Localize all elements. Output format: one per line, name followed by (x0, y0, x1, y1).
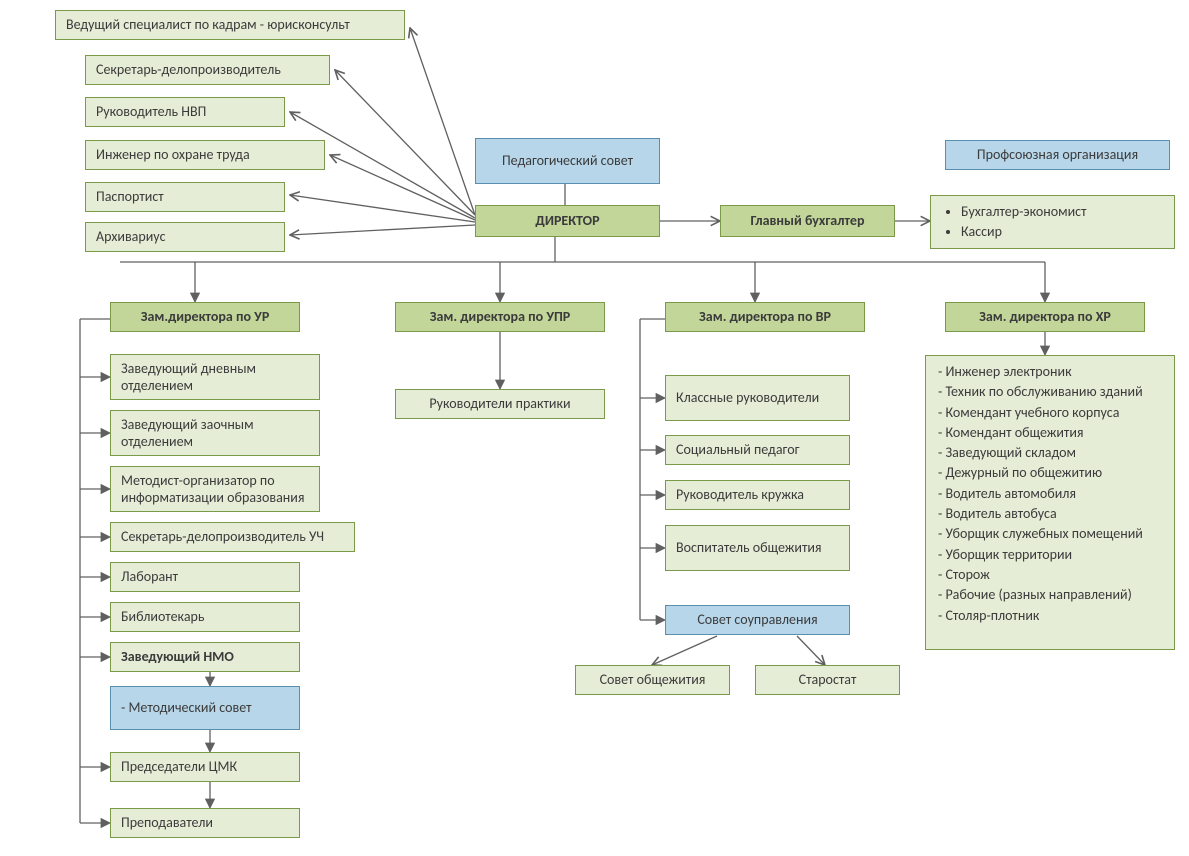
node-vr_social: Социальный педагог (665, 435, 850, 465)
list-item: - Комендант общежития (938, 423, 1162, 443)
list-item: - Уборщик территории (938, 545, 1162, 565)
list-item: - Рабочие (разных направлений) (938, 585, 1162, 605)
node-safety_eng: Инженер по охране труда (85, 140, 325, 170)
node-vr_dormcouncil: Совет общежития (575, 665, 730, 695)
list-item: - Водитель автобуса (938, 504, 1162, 524)
node-vr_circle: Руководитель кружка (665, 480, 850, 510)
org-chart-canvas: Ведущий специалист по кадрам - юрисконсу… (0, 0, 1189, 856)
node-vr_comanage: Совет соуправления (665, 605, 850, 635)
node-secretary: Секретарь-делопроизводитель (85, 55, 330, 85)
node-chief_acc: Главный бухгалтер (720, 205, 895, 237)
edge (290, 195, 475, 222)
list-item: - Техник по обслуживанию зданий (938, 382, 1162, 402)
node-ur_nmo: Заведующий НМО (110, 642, 300, 672)
list-item: - Сторож (938, 565, 1162, 585)
node-passportist: Паспортист (85, 182, 285, 212)
node-vr_starostat: Старостат (755, 665, 900, 695)
node-ped_council: Педагогический совет (475, 138, 660, 184)
list-item: - Комендант учебного корпуса (938, 403, 1162, 423)
list-item: - Заведующий складом (938, 443, 1162, 463)
edge (335, 70, 475, 215)
node-ur_day: Заведующий дневным отделением (110, 354, 320, 400)
list-item: - Уборщик служебных помещений (938, 524, 1162, 544)
node-archivist: Архивариус (85, 222, 285, 252)
edge (330, 155, 475, 220)
node-director: ДИРЕКТОР (475, 205, 660, 237)
list-item: - Водитель автомобиля (938, 484, 1162, 504)
node-vr_dorm: Воспитатель общежития (665, 525, 850, 571)
node-vr_class: Классные руководители (665, 375, 850, 421)
node-ur_lib: Библиотекарь (110, 602, 300, 632)
node-ur_zao: Заведующий заочным отделением (110, 410, 320, 456)
edge (290, 225, 475, 235)
node-hr_lead: Ведущий специалист по кадрам - юрисконсу… (55, 10, 405, 40)
node-dep_vr: Зам. директора по ВР (665, 302, 865, 332)
edge (410, 28, 475, 215)
edge (797, 636, 825, 665)
node-dep_ur: Зам.директора по УР (110, 302, 300, 332)
node-union: Профсоюзная организация (945, 140, 1170, 170)
list-item: - Столяр-плотник (938, 606, 1162, 626)
list-item: Бухгалтер-экономист (961, 202, 1162, 222)
node-ur_method: Методист-организатор по информатизации о… (110, 466, 320, 512)
node-ur_mcouncil: - Методический совет (110, 686, 300, 730)
node-acc_list: Бухгалтер-экономистКассир (930, 195, 1175, 249)
node-ur_cmk: Председатели ЦМК (110, 752, 300, 782)
node-ur_lab: Лаборант (110, 562, 300, 592)
edge (652, 636, 717, 665)
node-dep_upr: Зам. директора по УПР (395, 302, 605, 332)
node-upr_practice: Руководители практики (395, 389, 605, 419)
list-item: - Инженер электроник (938, 362, 1162, 382)
node-ur_sec: Секретарь-делопроизводитель УЧ (110, 522, 355, 552)
list-item: Кассир (961, 222, 1162, 242)
node-hr_list: - Инженер электроник- Техник по обслужив… (925, 355, 1175, 650)
node-nvp_head: Руководитель НВП (85, 97, 285, 127)
list-item: - Дежурный по общежитию (938, 463, 1162, 483)
node-dep_hr: Зам. директора по ХР (945, 302, 1145, 332)
node-ur_teachers: Преподаватели (110, 808, 300, 838)
